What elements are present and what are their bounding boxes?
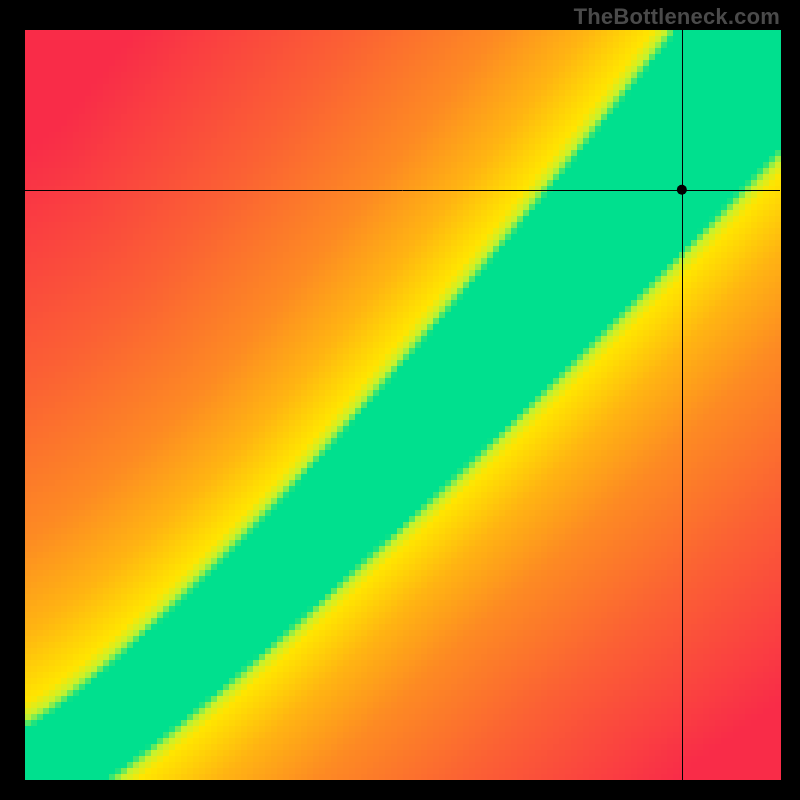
bottleneck-heatmap xyxy=(0,0,800,800)
watermark-text: TheBottleneck.com xyxy=(574,4,780,30)
chart-container: TheBottleneck.com xyxy=(0,0,800,800)
